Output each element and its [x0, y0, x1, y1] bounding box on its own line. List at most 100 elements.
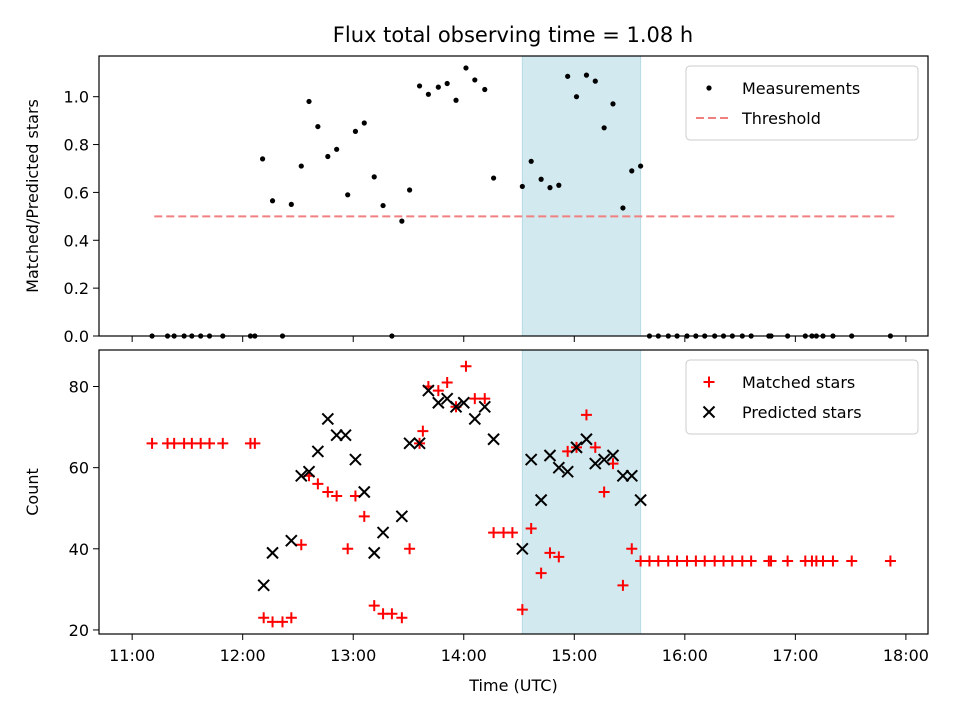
chart-title: Flux total observing time = 1.08 h	[333, 23, 693, 47]
data-point	[556, 182, 562, 188]
data-point	[846, 555, 858, 567]
data-point	[552, 461, 566, 474]
data-point	[371, 174, 377, 180]
data-point	[538, 176, 544, 182]
data-point	[449, 400, 463, 414]
shaded-region	[521, 349, 642, 635]
legend-label: Measurements	[742, 79, 860, 98]
data-point	[204, 437, 216, 449]
legend: Measurements Threshold	[685, 65, 919, 141]
data-point	[342, 543, 354, 555]
data-point	[535, 567, 547, 579]
data-point	[884, 555, 896, 567]
data-point	[361, 120, 367, 126]
data-point	[570, 441, 583, 454]
legend-swatch	[703, 376, 715, 388]
data-point	[404, 543, 416, 555]
data-point	[726, 555, 738, 567]
data-point	[422, 384, 435, 397]
legend-swatch	[706, 85, 712, 91]
data-point	[403, 437, 416, 450]
data-point	[629, 168, 635, 174]
data-point	[330, 428, 343, 442]
data-point	[592, 78, 598, 84]
data-point	[285, 612, 297, 624]
legend-label: Predicted stars	[742, 403, 862, 422]
data-point	[432, 396, 445, 409]
data-point	[606, 449, 620, 462]
legend-swatch	[702, 405, 716, 419]
axes-frame	[98, 55, 929, 337]
data-point	[417, 425, 429, 437]
data-point	[168, 437, 180, 449]
x-axis-label: Time (UTC)	[468, 676, 557, 695]
data-point	[460, 360, 472, 372]
data-point	[589, 457, 602, 470]
y-tick-label: 0.4	[64, 231, 89, 250]
y-tick-label: 1.0	[64, 88, 89, 107]
data-point	[745, 555, 757, 567]
data-point	[528, 158, 534, 164]
data-point	[626, 543, 638, 555]
data-point	[306, 98, 312, 105]
data-point	[561, 465, 574, 478]
legend-label: Matched stars	[742, 373, 855, 392]
axes-frame	[98, 349, 929, 635]
data-point	[285, 534, 298, 547]
data-point	[413, 437, 426, 450]
data-point	[325, 153, 331, 160]
panels: 0.0 0.2 0.4 0.6 0.8 1.0 Matched/Predicted star…	[23, 55, 929, 695]
data-point	[345, 192, 351, 198]
data-point	[217, 437, 229, 449]
data-point	[610, 101, 616, 107]
data-point	[380, 202, 386, 209]
y-tick-label: 20	[69, 621, 89, 640]
data-point	[399, 218, 405, 224]
data-point	[349, 453, 362, 466]
data-point	[488, 527, 500, 539]
data-point	[671, 555, 683, 567]
data-point	[616, 469, 630, 482]
data-point	[472, 77, 478, 83]
series-matched-stars	[146, 360, 896, 628]
data-point	[339, 428, 352, 442]
data-point	[519, 183, 525, 190]
data-point	[386, 608, 398, 620]
data-point	[331, 490, 343, 502]
data-point	[311, 445, 325, 458]
data-point	[699, 555, 711, 567]
data-point	[441, 376, 453, 388]
data-point	[368, 546, 381, 560]
data-point	[302, 465, 316, 478]
data-point	[597, 453, 611, 466]
series-predicted-stars	[257, 384, 647, 592]
y-axis-label: Count	[23, 468, 42, 516]
data-point	[479, 393, 491, 405]
data-point	[406, 187, 413, 193]
data-point	[516, 542, 529, 556]
data-point	[276, 616, 288, 628]
legend-box	[685, 65, 919, 141]
panel-2: 11:00 12:00 13:00 14:00 15:00 16:00 17:00 18:00…	[23, 349, 929, 695]
x-tick-label: 12:00	[220, 646, 266, 665]
data-point	[625, 469, 638, 482]
data-point	[782, 555, 794, 567]
x-tick-label: 15:00	[551, 646, 597, 665]
y-tick-label: 0.8	[64, 136, 89, 155]
data-point	[817, 555, 829, 567]
data-point	[617, 579, 629, 591]
data-point	[358, 510, 370, 522]
shaded-region	[521, 55, 642, 337]
data-point	[765, 555, 777, 567]
data-point	[334, 146, 340, 152]
data-point	[266, 546, 279, 560]
data-point	[565, 73, 571, 79]
data-point	[295, 469, 308, 482]
data-point	[425, 91, 431, 97]
data-point	[544, 547, 556, 559]
legend-label: Threshold	[741, 109, 821, 128]
x-tick-label: 13:00	[330, 646, 376, 665]
data-point	[482, 86, 488, 93]
data-point	[638, 163, 644, 169]
